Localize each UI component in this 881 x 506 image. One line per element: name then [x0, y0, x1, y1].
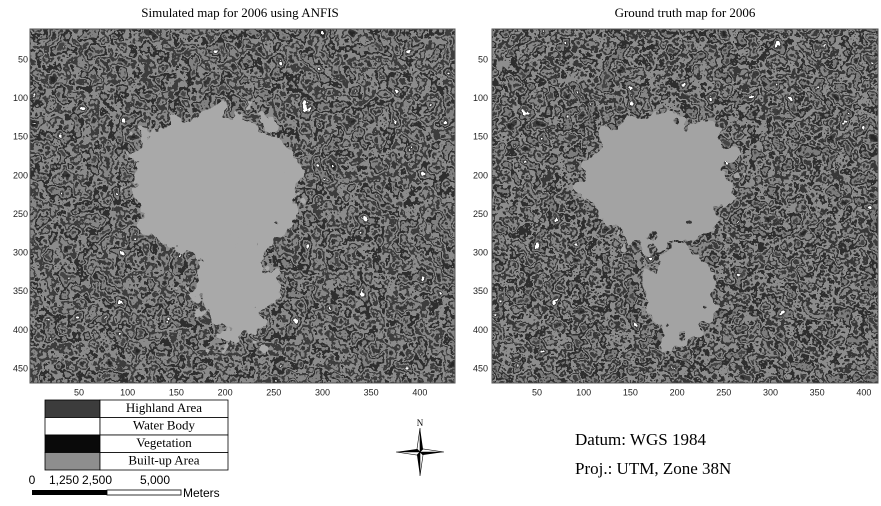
y-tick-label: 50: [18, 54, 28, 64]
y-tick-label: 50: [478, 54, 488, 64]
legend-label: Built-up Area: [128, 452, 199, 467]
y-tick-label: 450: [13, 363, 28, 373]
legend-label: Water Body: [133, 417, 196, 432]
x-tick-label: 400: [412, 387, 427, 397]
x-tick-label: 350: [810, 387, 825, 397]
map-image: [492, 29, 878, 383]
x-tick-label: 50: [74, 387, 84, 397]
scale-label: 0: [29, 473, 36, 487]
scale-bar: [32, 489, 182, 496]
legend: Highland Area Water Body Vegetation Built-u…: [44, 399, 229, 471]
y-tick-label: 350: [473, 286, 488, 296]
x-tick-label: 200: [218, 387, 233, 397]
x-tick-label: 200: [670, 387, 685, 397]
y-tick-label: 300: [13, 248, 28, 258]
y-tick-label: 150: [13, 132, 28, 142]
y-tick-label: 450: [473, 363, 488, 373]
x-tick-label: 350: [364, 387, 379, 397]
x-tick-label: 300: [763, 387, 778, 397]
x-tick-label: 250: [266, 387, 281, 397]
north-arrow: [395, 427, 445, 477]
scale-label: 2,500: [82, 473, 112, 487]
scale-label: 1,250: [49, 473, 79, 487]
map-title: Simulated map for 2006 using ANFIS: [141, 5, 339, 20]
map-title: Ground truth map for 2006: [615, 5, 756, 20]
y-tick-label: 200: [473, 170, 488, 180]
map-image: [30, 29, 455, 383]
legend-swatch: [44, 434, 101, 453]
legend-label: Highland Area: [126, 400, 202, 415]
scale-label: 5,000: [140, 473, 170, 487]
y-tick-label: 200: [13, 170, 28, 180]
y-tick-label: 250: [13, 209, 28, 219]
y-tick-label: 100: [473, 93, 488, 103]
projection: Proj.: UTM, Zone 38N: [575, 459, 731, 478]
x-tick-label: 100: [576, 387, 591, 397]
legend-swatch: [44, 399, 101, 418]
legend-swatch: [44, 452, 101, 471]
y-tick-label: 250: [473, 209, 488, 219]
scale-labels: 0 1,250 2,500 5,000: [29, 473, 171, 487]
legend-swatch: [44, 417, 101, 436]
x-tick-label: 150: [623, 387, 638, 397]
x-tick-label: 400: [856, 387, 871, 397]
y-tick-label: 400: [13, 325, 28, 335]
x-tick-label: 50: [532, 387, 542, 397]
y-tick-label: 350: [13, 286, 28, 296]
y-tick-label: 150: [473, 132, 488, 142]
scale-segment: [32, 490, 107, 495]
x-tick-label: 150: [169, 387, 184, 397]
north-label: N: [417, 418, 424, 428]
x-tick-label: 250: [716, 387, 731, 397]
y-tick-label: 300: [473, 248, 488, 258]
scale-segment: [106, 489, 182, 496]
scale-unit: Meters: [183, 486, 220, 500]
x-tick-label: 300: [315, 387, 330, 397]
x-tick-label: 100: [120, 387, 135, 397]
legend-cell: [99, 452, 229, 471]
map-frame: [29, 28, 456, 384]
y-tick-label: 100: [13, 93, 28, 103]
y-tick-label: 400: [473, 325, 488, 335]
datum: Datum: WGS 1984: [575, 430, 706, 449]
map-frame: [491, 28, 879, 384]
legend-label: Vegetation: [136, 435, 192, 450]
